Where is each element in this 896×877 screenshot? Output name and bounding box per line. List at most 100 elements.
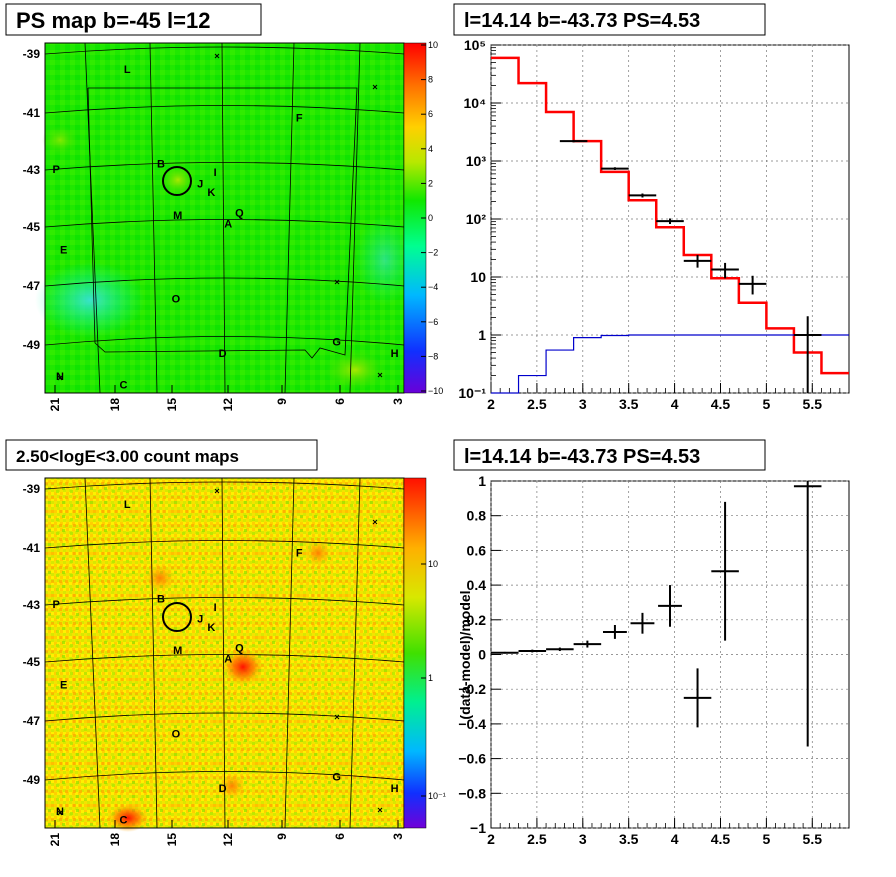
source-label-F: F [296,548,303,560]
x-tick-label: 15 [165,398,179,412]
y-tick-label: 1 [478,473,486,489]
colorbar-tick-label: 10 [428,559,438,569]
y-tick-label: 0.2 [467,612,487,628]
x-tick-label: 21 [48,833,62,847]
y-tick-label: -39 [23,482,41,496]
colorbar-tick-label: −8 [428,351,438,361]
count-map-panel: 2.50<logE<3.00 count maps L F B P IJK Q M A E O G D… [5,439,446,846]
x-tick-label: 6 [333,398,347,405]
x-tick-label: 4 [671,831,679,847]
x-tick-label: 5.5 [803,831,823,847]
source-label-P: P [53,164,60,176]
count-map-sources: L F B P IJK Q M A E O G D H N C [53,499,399,827]
x-tick-label: 5.5 [803,396,823,412]
count-map-title-box [5,439,318,471]
y-tick-label: −0.8 [458,785,486,801]
source-label-O: O [172,293,181,305]
ps-map-sources: L F B P IJK Q M A E O G D H N C [53,64,399,392]
x-tick-label: 3 [579,396,587,412]
residual-title: l=14.14 b=-43.73 PS=4.53 [464,446,700,468]
y-tick-label: -47 [23,714,41,728]
spectrum-title-box [453,3,766,36]
source-label-H: H [391,348,399,360]
x-tick-label: 5 [762,831,770,847]
count-map-crosses [57,488,383,816]
x-tick-label: 12 [221,398,235,412]
x-tick-label: 15 [165,833,179,847]
colorbar-tick-label: 4 [428,144,433,154]
count-map-x-ticks: 21 18 15 12 9 6 3 [48,820,405,846]
count-map-colorbar [403,477,427,829]
ps-map-target-circle [162,166,192,196]
x-tick-label: 2 [487,396,495,412]
y-tick-label: 0 [478,647,486,663]
source-label-K: K [207,187,215,199]
y-tick-label: −0.6 [458,751,486,767]
colorbar-tick-label: −2 [428,248,438,258]
source-label-D: D [219,783,227,795]
source-label-C: C [120,379,128,391]
count-map-source-F-blob [305,540,331,566]
colorbar-tick-label: 10 [428,40,438,50]
source-label-Q: Q [235,207,244,219]
y-tick-label: −1 [470,820,486,836]
ps-map-colorbar-ticks: 10 8 6 4 2 0 −2 −4 −6 −8 −10 [421,40,443,396]
spectrum-series-1-line [491,334,849,394]
colorbar-tick-label: 1 [428,673,433,683]
x-tick-label: 2 [487,831,495,847]
colorbar-tick-label: 10⁻¹ [428,791,446,801]
y-tick-label: -49 [23,773,41,787]
y-tick-label: 10 [470,269,486,285]
source-label-H: H [391,783,399,795]
x-tick-label: 9 [275,398,289,405]
count-map-title: 2.50<logE<3.00 count maps [16,447,239,466]
source-label-B: B [157,593,165,605]
x-tick-label: 12 [221,833,235,847]
source-label-P: P [53,599,60,611]
spectrum-panel: l=14.14 b=-43.73 PS=4.53 2 2.5 3 3.5 4 4.5 5 5.… [453,3,850,412]
colorbar-tick-label: −6 [428,317,438,327]
x-tick-label: 3 [391,833,405,840]
ps-map-cyan-region [35,262,145,338]
y-tick-label: -39 [23,47,41,61]
residual-panel: l=14.14 b=-43.73 PS=4.53 (data-model)/mo… [453,439,850,847]
y-tick-label: -49 [23,338,41,352]
ps-map-yellow-region-2 [325,350,385,390]
source-label-N: N [56,371,64,383]
ps-map-grid [44,42,405,394]
source-label-K: K [207,622,215,634]
x-tick-label: 6 [333,833,347,840]
y-tick-label: -47 [23,279,41,293]
count-map-source-C-blob [108,804,148,832]
source-label-L: L [124,64,131,76]
x-tick-label: 3.5 [619,831,639,847]
y-tick-label: −0.2 [458,681,486,697]
y-tick-label: 10³ [466,153,487,169]
x-tick-label: 2.5 [527,396,547,412]
source-label-B: B [157,158,165,170]
x-tick-label: 5 [762,396,770,412]
ps-map-title: PS map b=-45 l=12 [16,8,210,33]
ps-map-cyan-region-2 [355,215,415,305]
ps-map-panel: PS map b=-45 l=12 L F B P IJK Q M A E O G D H N C [5,3,443,412]
residual-title-box [453,439,766,471]
x-tick-label: 3 [579,831,587,847]
x-tick-label: 4.5 [711,831,731,847]
source-label-E: E [60,245,67,257]
colorbar-tick-label: 6 [428,109,433,119]
colorbar-tick-label: 8 [428,75,433,85]
spectrum-plot: 2 2.5 3 3.5 4 4.5 5 5.5 10⁻¹ 1 10 10² 10³ 10⁴ 10⁵ [458,37,850,412]
colorbar-tick-label: −10 [428,386,443,396]
source-label-M: M [173,210,182,222]
ps-map-y-ticks: -39 -41 -43 -45 -47 -49 [23,47,41,352]
residual-frame [490,480,850,829]
y-tick-label: 10² [466,211,487,227]
x-tick-label: 2.5 [527,831,547,847]
y-tick-label: -43 [23,163,41,177]
y-tick-label: -41 [23,106,41,120]
residual-y-axis-label: (data-model)/model [457,590,473,719]
y-tick-label: -43 [23,598,41,612]
colorbar-tick-label: −4 [428,282,438,292]
